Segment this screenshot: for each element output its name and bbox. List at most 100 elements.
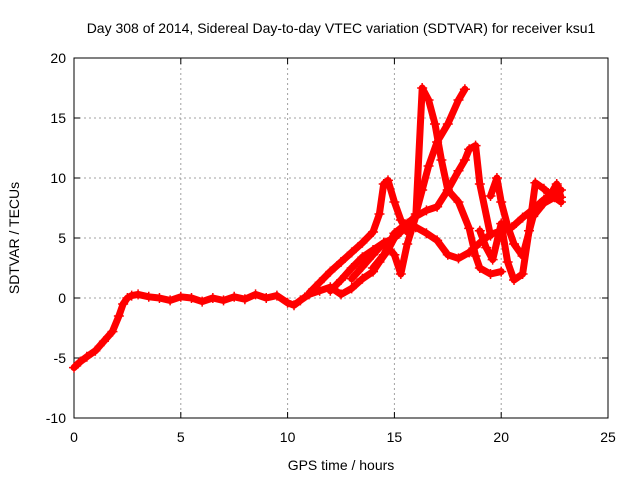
data-point	[421, 228, 432, 239]
data-point	[336, 289, 346, 300]
series-branch-f	[485, 173, 567, 261]
data-point	[118, 299, 129, 309]
data-point	[453, 197, 464, 207]
data-point	[357, 252, 368, 263]
x-tick-label: 0	[70, 429, 78, 445]
data-point	[423, 95, 434, 105]
data-point	[429, 119, 440, 129]
data-point	[538, 183, 549, 194]
data-point	[509, 239, 520, 249]
y-tick-label: -5	[54, 350, 67, 366]
grid	[74, 58, 608, 418]
data-point	[487, 254, 498, 265]
data-point	[218, 295, 229, 306]
y-tick-label: 5	[58, 230, 66, 246]
data-point	[485, 229, 496, 240]
data-point	[464, 144, 475, 155]
data-point	[395, 215, 406, 225]
data-point	[368, 249, 379, 260]
data-point	[485, 191, 496, 201]
data-point	[417, 83, 428, 93]
data-point	[368, 263, 379, 273]
data-point	[551, 179, 562, 189]
x-axis-label: GPS time / hours	[288, 457, 395, 473]
data-point	[346, 247, 357, 258]
data-point	[474, 263, 485, 273]
x-tick-label: 25	[600, 429, 616, 445]
data-point	[346, 263, 357, 273]
data-point	[357, 273, 368, 284]
data-point	[421, 205, 432, 216]
series-branch-c	[346, 140, 496, 284]
data-point	[549, 192, 560, 203]
data-point	[107, 326, 118, 337]
data-point	[122, 293, 133, 303]
data-point	[459, 155, 470, 165]
data-point	[271, 290, 282, 301]
data-point	[175, 291, 186, 302]
series-trace	[487, 174, 565, 260]
data-point	[90, 345, 101, 356]
data-point	[98, 336, 109, 347]
data-point	[459, 84, 470, 95]
data-point	[325, 285, 336, 296]
data-point	[133, 289, 144, 300]
data-point	[75, 356, 86, 367]
x-tick-labels: 0 5 10 15 20 25	[70, 429, 616, 445]
data-point	[485, 269, 496, 279]
data-point	[389, 197, 400, 207]
y-tick-label: 0	[58, 290, 66, 306]
data-point	[165, 295, 176, 306]
y-tick-label: 15	[50, 110, 66, 126]
data-point	[186, 293, 197, 303]
x-tick-label: 5	[177, 429, 185, 445]
x-tick-label: 20	[493, 429, 509, 445]
data-point	[389, 228, 400, 239]
data-point	[528, 211, 539, 222]
data-point	[207, 293, 218, 303]
data-point	[346, 273, 357, 284]
data-point	[389, 249, 400, 260]
data-point	[442, 185, 453, 195]
data-point	[436, 155, 447, 165]
data-point	[470, 251, 481, 261]
series-trace	[305, 85, 469, 297]
data-point	[282, 297, 293, 308]
data-point	[538, 198, 549, 209]
data-point	[81, 351, 92, 362]
y-tick-label: 20	[50, 50, 66, 66]
data-point	[432, 235, 443, 246]
data-point	[496, 197, 507, 207]
data-point	[517, 251, 528, 261]
data-point	[517, 269, 528, 279]
data-point	[442, 249, 453, 260]
data-point	[453, 253, 464, 264]
data-point	[303, 288, 314, 299]
data-point	[382, 175, 393, 186]
data-point	[368, 227, 379, 237]
data-point	[474, 225, 485, 236]
y-tick-label: -10	[46, 410, 66, 426]
data-point	[496, 266, 507, 277]
data-point	[474, 179, 485, 189]
chart-title: Day 308 of 2014, Sidereal Day-to-day VTE…	[87, 20, 596, 36]
x-tick-label: 10	[280, 429, 296, 445]
data-point	[530, 177, 541, 188]
data-point	[502, 257, 513, 267]
data-point	[336, 275, 346, 285]
data-point	[402, 239, 413, 249]
data-point	[432, 201, 443, 212]
data-point	[410, 211, 421, 222]
data-point	[374, 209, 385, 219]
data-point	[400, 219, 411, 230]
data-point	[378, 249, 389, 260]
y-tick-label: 10	[50, 170, 66, 186]
data-point	[481, 242, 492, 253]
data-point	[154, 293, 165, 303]
data-point	[423, 161, 434, 171]
data-point	[357, 261, 368, 272]
data-point	[314, 277, 325, 288]
data-point	[453, 95, 464, 105]
data-point	[69, 362, 79, 373]
data-point	[464, 247, 475, 258]
